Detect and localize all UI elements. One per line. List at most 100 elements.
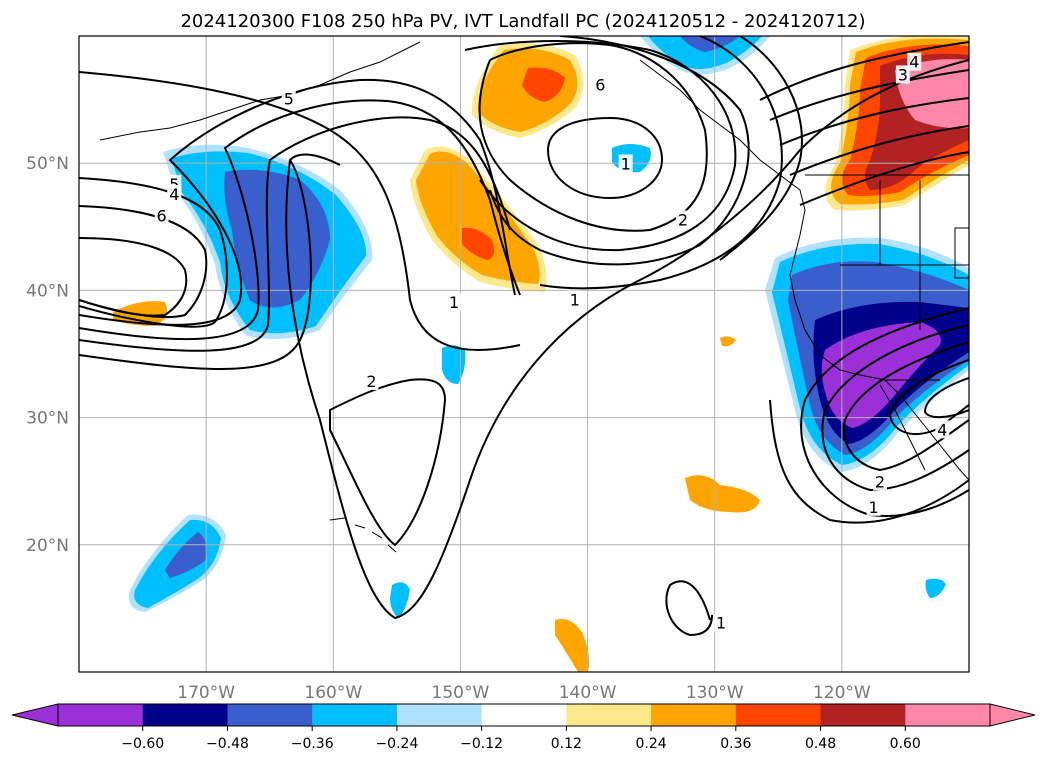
pv-contour-north-2 xyxy=(539,36,783,290)
contour-label: 6 xyxy=(157,207,167,226)
coastline-westcoast xyxy=(789,189,969,481)
pv-contour-sw-2 xyxy=(821,324,969,492)
negative-anomaly-small-4 xyxy=(925,578,946,598)
pv-contours xyxy=(79,36,969,637)
coastline-aleutians xyxy=(99,41,421,141)
contour-label-bg xyxy=(618,154,633,173)
pv-contour-east-3 xyxy=(769,69,969,121)
colorbar-extend-min xyxy=(11,703,59,727)
contour-label: 4 xyxy=(169,185,179,204)
positive-anomaly-subtropics xyxy=(685,475,760,513)
negative-anomaly-small-3 xyxy=(390,582,410,618)
contour-label: 6 xyxy=(595,76,605,95)
map-frame xyxy=(78,35,970,673)
contour-label: 1 xyxy=(449,293,459,312)
contour-label-bg xyxy=(593,75,608,94)
contour-label-bg xyxy=(895,65,910,84)
lon-tick-label: 150°W xyxy=(432,683,490,703)
contour-label: 4 xyxy=(909,53,919,72)
contour-label-bg xyxy=(714,613,729,632)
contour-label-bg xyxy=(675,210,690,229)
colorbar-extend-max xyxy=(989,703,1036,727)
coastline-hawaii xyxy=(329,517,397,553)
figure-title: 2024120300 F108 250 hPa PV, IVT Landfall… xyxy=(180,11,865,32)
contour-label: 1 xyxy=(869,498,879,517)
contour-label: 3 xyxy=(898,65,908,84)
colorbar-bin xyxy=(312,704,398,726)
coastlines xyxy=(99,41,969,553)
colorbar-tick-label: −0.48 xyxy=(206,736,249,752)
negative-anomaly-westcoast-core xyxy=(821,322,941,428)
pv-contour-west-2 xyxy=(79,99,521,341)
coastline-alaska-panhandle xyxy=(639,59,801,191)
colorbar: −0.60 −0.48 −0.36 −0.24 −0.12 0.12 0.24 0.36 0.4… xyxy=(11,703,1036,752)
colorbar-bin xyxy=(651,704,737,726)
colorbar-bin xyxy=(735,704,822,726)
positive-anomaly-band-inner xyxy=(416,151,540,284)
pv-contour-east-4 xyxy=(779,97,969,146)
contour-label: 1 xyxy=(621,154,631,173)
colorbar-tick-label: 0.60 xyxy=(890,736,921,752)
pv-contour-west-1 xyxy=(79,78,516,326)
pv-contour-east-6 xyxy=(799,151,969,206)
border-states xyxy=(840,180,969,330)
pv-contour-west-3 xyxy=(79,116,511,352)
pv-contour-gulf-1 xyxy=(478,42,708,232)
pv-contour-south-1 xyxy=(665,580,713,637)
pv-contour-gulf-3 xyxy=(464,40,737,252)
lon-tick-label: 170°W xyxy=(177,683,235,703)
lon-tick-label: 130°W xyxy=(686,683,744,703)
colorbar-tick-label: −0.60 xyxy=(121,736,164,752)
positive-anomaly-band-core xyxy=(462,227,495,260)
pv-contour-east-2 xyxy=(759,41,969,101)
positive-anomaly-south xyxy=(555,618,590,672)
lat-tick-label: 20°N xyxy=(26,536,69,556)
positive-anomaly-gulf-core xyxy=(522,67,565,102)
contour-label-bg xyxy=(154,206,169,225)
contour-label-bg xyxy=(567,290,582,309)
contour-label-bg xyxy=(447,293,462,312)
negative-anomaly-southwest-core xyxy=(165,532,207,578)
coastline-baja xyxy=(879,384,926,471)
contour-label-bg xyxy=(364,371,379,390)
colorbar-tick-label: 0.24 xyxy=(636,736,667,752)
negative-anomaly-west-core xyxy=(224,169,330,308)
pv-contour-west-8 xyxy=(79,71,521,351)
colorbar-bin xyxy=(905,704,991,726)
contour-label: 1 xyxy=(716,614,726,633)
lon-tick-label: 140°W xyxy=(559,683,617,703)
pv-contour-gulf-2 xyxy=(547,116,664,200)
pv-contour-trough-2 xyxy=(329,378,447,547)
lon-tick-label: 120°W xyxy=(813,683,871,703)
pv-contour-west-4 xyxy=(79,177,228,328)
negative-anomaly-small-2 xyxy=(442,345,466,384)
lat-tick-label: 40°N xyxy=(26,281,69,301)
positive-anomaly-dateline xyxy=(113,301,168,326)
pv-contour-sw-4 xyxy=(888,359,969,435)
colorbar-bin xyxy=(142,704,228,726)
colorbar-bin xyxy=(396,704,483,726)
pv-contour-sw-1 xyxy=(800,307,969,517)
contour-label-bg xyxy=(281,89,296,108)
colorbar-bin xyxy=(58,704,144,726)
contour-label-bg xyxy=(873,472,887,491)
colorbar-tick-label: −0.12 xyxy=(460,736,503,752)
contour-label-bg xyxy=(935,420,950,439)
contour-label: 2 xyxy=(678,210,688,229)
lat-tick-label: 30°N xyxy=(26,409,69,429)
contour-label-bg xyxy=(866,497,881,516)
contour-label: 5 xyxy=(284,90,294,109)
colorbar-tick-label: −0.36 xyxy=(291,736,334,752)
positive-anomaly-tiny xyxy=(720,336,736,347)
colorbar-bin xyxy=(566,704,652,726)
lon-tick-label: 160°W xyxy=(304,683,362,703)
pv-contour-south-2 xyxy=(769,399,969,524)
contour-label: 4 xyxy=(937,420,947,439)
colorbar-tick-label: 0.36 xyxy=(720,736,751,752)
contour-label-bg xyxy=(167,185,182,203)
pv-contour-sw-5 xyxy=(923,377,969,418)
colorbar-tick-label: −0.24 xyxy=(375,736,418,752)
colorbar-tick-label: 0.12 xyxy=(551,736,582,752)
